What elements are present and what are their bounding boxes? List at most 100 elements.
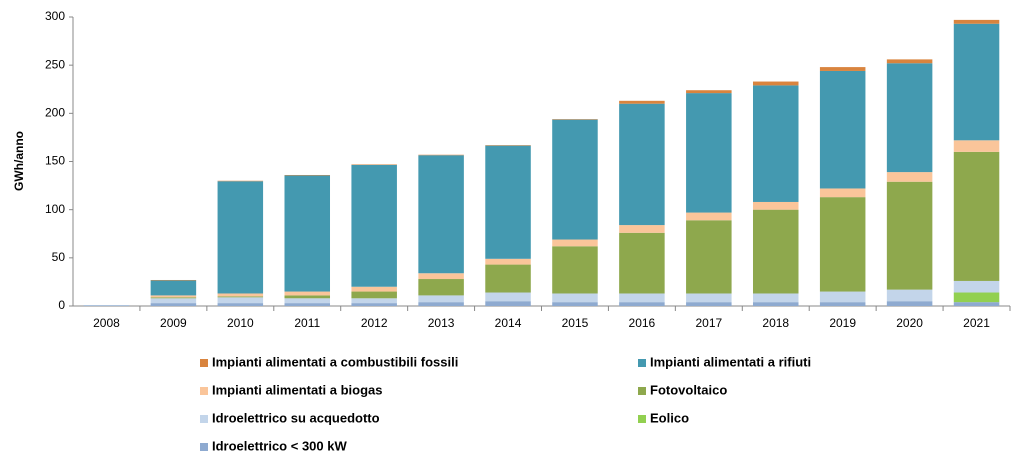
y-tick-label: 50 (52, 250, 66, 264)
bar-segment (485, 265, 531, 293)
legend-swatch (200, 359, 208, 367)
bar-segment (284, 303, 330, 306)
bar-segment (820, 302, 866, 306)
bar-segment (151, 295, 197, 297)
bar-segment (284, 298, 330, 303)
bar-segment (820, 67, 866, 71)
bar-segment (686, 90, 732, 93)
bar-segment (284, 175, 330, 291)
bar-segment (954, 293, 1000, 303)
y-tick-label: 0 (58, 298, 65, 312)
bar-segment (218, 303, 264, 306)
bar-segment (218, 181, 264, 293)
x-tick-label: 2016 (629, 316, 656, 330)
legend-swatch (200, 387, 208, 395)
bar-segment (619, 225, 665, 233)
bar-segment (151, 298, 197, 303)
bar-segment (351, 303, 397, 306)
bar-segment (753, 302, 799, 306)
bar-segment (418, 279, 464, 295)
bar-segment (151, 303, 197, 306)
bar-segment (151, 280, 197, 295)
bar-segment (753, 210, 799, 294)
bar-segment (820, 71, 866, 189)
legend-swatch (200, 415, 208, 423)
legend-label: Fotovoltaico (650, 382, 727, 397)
bar-segment (887, 290, 933, 302)
legend-label: Eolico (650, 410, 689, 425)
bar-segment (619, 104, 665, 225)
legend-label: Idroelettrico su acquedotto (212, 410, 380, 425)
bar-segment (753, 202, 799, 210)
x-tick-label: 2012 (361, 316, 388, 330)
x-tick-label: 2019 (829, 316, 856, 330)
legend-swatch (638, 415, 646, 423)
bar-segment (418, 155, 464, 273)
bar-segment (887, 59, 933, 63)
x-tick-label: 2021 (963, 316, 990, 330)
bar-segment (351, 287, 397, 292)
x-tick-label: 2009 (160, 316, 187, 330)
bar-segment (887, 172, 933, 182)
x-tick-label: 2011 (294, 316, 320, 330)
bar-segment (552, 240, 598, 247)
bar-segment (284, 295, 330, 298)
x-tick-label: 2015 (562, 316, 589, 330)
legend-swatch (200, 443, 208, 451)
legend-label: Impianti alimentati a biogas (212, 382, 382, 397)
x-tick-label: 2018 (762, 316, 789, 330)
y-tick-label: 250 (45, 57, 65, 71)
bar-segment (820, 197, 866, 291)
x-tick-label: 2017 (695, 316, 722, 330)
bar-segment (351, 165, 397, 287)
bar-segment (485, 259, 531, 265)
bar-segment (954, 281, 1000, 293)
bar-segment (351, 298, 397, 303)
bar-segment (686, 220, 732, 293)
bar-segment (820, 188, 866, 197)
bar-segment (954, 140, 1000, 152)
x-tick-label: 2008 (93, 316, 120, 330)
bar-segment (887, 301, 933, 306)
bar-segment (218, 296, 264, 297)
x-tick-label: 2013 (428, 316, 455, 330)
bar-segment (686, 93, 732, 212)
bar-segment (619, 293, 665, 302)
bar-segment (753, 293, 799, 302)
y-tick-label: 100 (45, 202, 65, 216)
bar-segment (552, 246, 598, 293)
legend-label: Impianti alimentati a combustibili fossi… (212, 354, 458, 369)
bar-segment (753, 82, 799, 86)
legend-label: Idroelettrico < 300 kW (212, 438, 347, 453)
bar-segment (954, 152, 1000, 281)
bar-segment (619, 233, 665, 294)
x-tick-label: 2010 (227, 316, 254, 330)
x-tick-label: 2020 (896, 316, 923, 330)
legend-swatch (638, 387, 646, 395)
bar-segment (418, 295, 464, 302)
bar-segment (619, 302, 665, 306)
bar-segment (619, 101, 665, 104)
bar-segment (218, 297, 264, 303)
y-tick-label: 150 (45, 154, 65, 168)
bar-segment (418, 302, 464, 306)
legend-swatch (638, 359, 646, 367)
legend-label: Impianti alimentati a rifiuti (650, 354, 811, 369)
bar-segment (351, 292, 397, 299)
bar-segment (151, 297, 197, 298)
bar-segment (552, 120, 598, 240)
bar-segment (485, 293, 531, 302)
x-tick-label: 2014 (495, 316, 522, 330)
bar-segment (954, 302, 1000, 306)
bar-segment (887, 63, 933, 172)
bar-segment (820, 292, 866, 303)
bar-segment (418, 273, 464, 279)
y-tick-label: 200 (45, 106, 65, 120)
bar-segment (887, 182, 933, 290)
bar-segment (552, 302, 598, 306)
bar-segment (485, 301, 531, 306)
bar-segment (686, 302, 732, 306)
bar-segment (954, 24, 1000, 141)
bar-segment (485, 146, 531, 259)
